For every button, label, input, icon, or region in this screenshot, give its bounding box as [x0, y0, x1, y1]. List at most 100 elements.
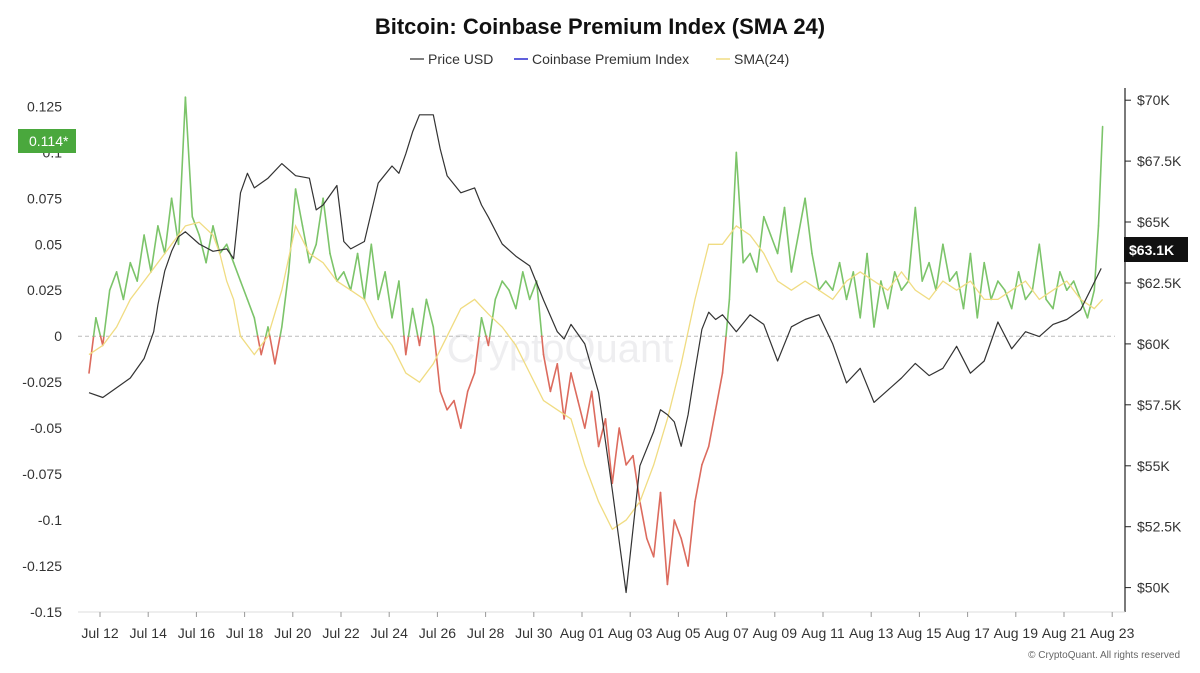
x-tick-label: Aug 23 [1090, 625, 1135, 641]
premium-segment [659, 491, 669, 586]
premium-segment [893, 271, 903, 292]
premium-badge-value: 0.114* [29, 133, 69, 149]
right-axis-ticks: $70K $67.5K $65K $62.5K $60K $57.5K $55K $52.5K… [1125, 92, 1182, 596]
x-axis-ticks: Jul 12 Jul 14 Jul 16 Jul 18 Jul 20 Jul 22 Jul … [81, 612, 1135, 641]
premium-segment [256, 335, 263, 356]
premium-segment [542, 353, 552, 393]
premium-segment [976, 261, 986, 319]
legend: Price USD Coinbase Premium Index SMA(24) [410, 51, 789, 67]
premium-segment [997, 280, 1006, 292]
premium-segment [521, 271, 531, 301]
watermark: CryptoQuant [447, 327, 674, 371]
premium-segment [279, 326, 283, 338]
premium-segment [446, 399, 455, 411]
premium-segment [928, 261, 937, 292]
premium-segment [859, 252, 868, 319]
premium-segment [797, 197, 806, 236]
premium-segment [838, 261, 848, 301]
left-tick-label: 0.125 [27, 98, 62, 114]
right-tick-label: $65K [1137, 214, 1170, 230]
premium-segment [377, 271, 386, 301]
premium-segment [398, 280, 405, 338]
premium-segment [790, 234, 800, 273]
premium-segment [1038, 243, 1047, 301]
premium-segment [831, 261, 841, 292]
right-tick-label: $67.5K [1137, 153, 1182, 169]
premium-segment [735, 151, 745, 264]
premium-segment [549, 362, 559, 393]
premium-segment [577, 399, 586, 429]
premium-segment [407, 307, 414, 338]
premium-segment [102, 335, 105, 347]
premium-segment [439, 390, 448, 411]
premium-segment [811, 252, 820, 292]
premium-segment [205, 225, 214, 264]
premium-segment [1045, 298, 1054, 310]
premium-segment [356, 252, 366, 301]
premium-segment [425, 298, 435, 328]
premium-badge-bg [18, 129, 76, 153]
premium-segment [990, 280, 999, 301]
legend-label-premium: Coinbase Premium Index [532, 51, 689, 67]
premium-segment [611, 427, 621, 485]
premium-segment [232, 261, 242, 282]
right-tick-label: $50K [1137, 580, 1170, 596]
premium-segment [583, 390, 593, 429]
x-tick-label: Jul 14 [130, 625, 168, 641]
premium-segment [556, 362, 565, 420]
premium-segment [962, 252, 972, 310]
premium-segment [336, 271, 345, 282]
premium-segment [673, 519, 683, 540]
left-tick-label: 0.075 [27, 190, 62, 206]
premium-segment [122, 261, 132, 301]
x-tick-label: Jul 30 [515, 625, 553, 641]
legend-label-sma: SMA(24) [734, 51, 789, 67]
premium-current-badge: 0.114* [18, 129, 76, 153]
premium-segment [687, 500, 696, 567]
price-layer [88, 114, 1102, 594]
copyright: © CryptoQuant. All rights reserved [1028, 650, 1180, 661]
x-tick-label: Jul 12 [81, 625, 119, 641]
premium-segment [942, 243, 951, 282]
premium-segment [322, 197, 331, 255]
x-tick-label: Aug 05 [656, 625, 701, 641]
premium-segment [714, 372, 724, 411]
premium-segment [433, 335, 442, 393]
premium-segment [804, 197, 813, 255]
x-tick-label: Jul 18 [226, 625, 264, 641]
premium-segment [742, 252, 751, 264]
premium-segment [473, 335, 481, 374]
premium-segment [308, 243, 318, 264]
premium-segment [914, 206, 924, 282]
premium-segment [756, 215, 765, 273]
premium-segment [88, 335, 95, 374]
x-tick-label: Aug 09 [753, 625, 798, 641]
premium-segment [783, 206, 793, 273]
premium-segment [274, 335, 281, 365]
premium-segment [632, 454, 641, 503]
left-tick-label: 0.025 [27, 282, 62, 298]
price-line [88, 114, 1102, 594]
x-tick-label: Aug 11 [801, 625, 845, 641]
premium-segment [494, 280, 504, 301]
x-tick-label: Aug 19 [994, 625, 1039, 641]
left-tick-label: -0.075 [22, 466, 62, 482]
premium-segment [287, 188, 297, 273]
premium-segment [818, 280, 827, 292]
x-tick-label: Jul 26 [419, 625, 457, 641]
premium-segment [1017, 271, 1027, 301]
premium-segment [342, 271, 352, 292]
premium-segment [935, 243, 944, 292]
premium-segment [453, 399, 462, 429]
premium-segment [769, 234, 779, 255]
x-tick-label: Aug 13 [849, 625, 894, 641]
premium-segment [294, 188, 304, 227]
premium-segment [907, 206, 917, 282]
x-tick-label: Aug 07 [704, 625, 749, 641]
premium-segment [749, 252, 758, 273]
premium-segment [515, 271, 524, 310]
premium-segment [1086, 289, 1096, 319]
right-tick-label: $70K [1137, 92, 1170, 108]
premium-segment [866, 252, 875, 328]
